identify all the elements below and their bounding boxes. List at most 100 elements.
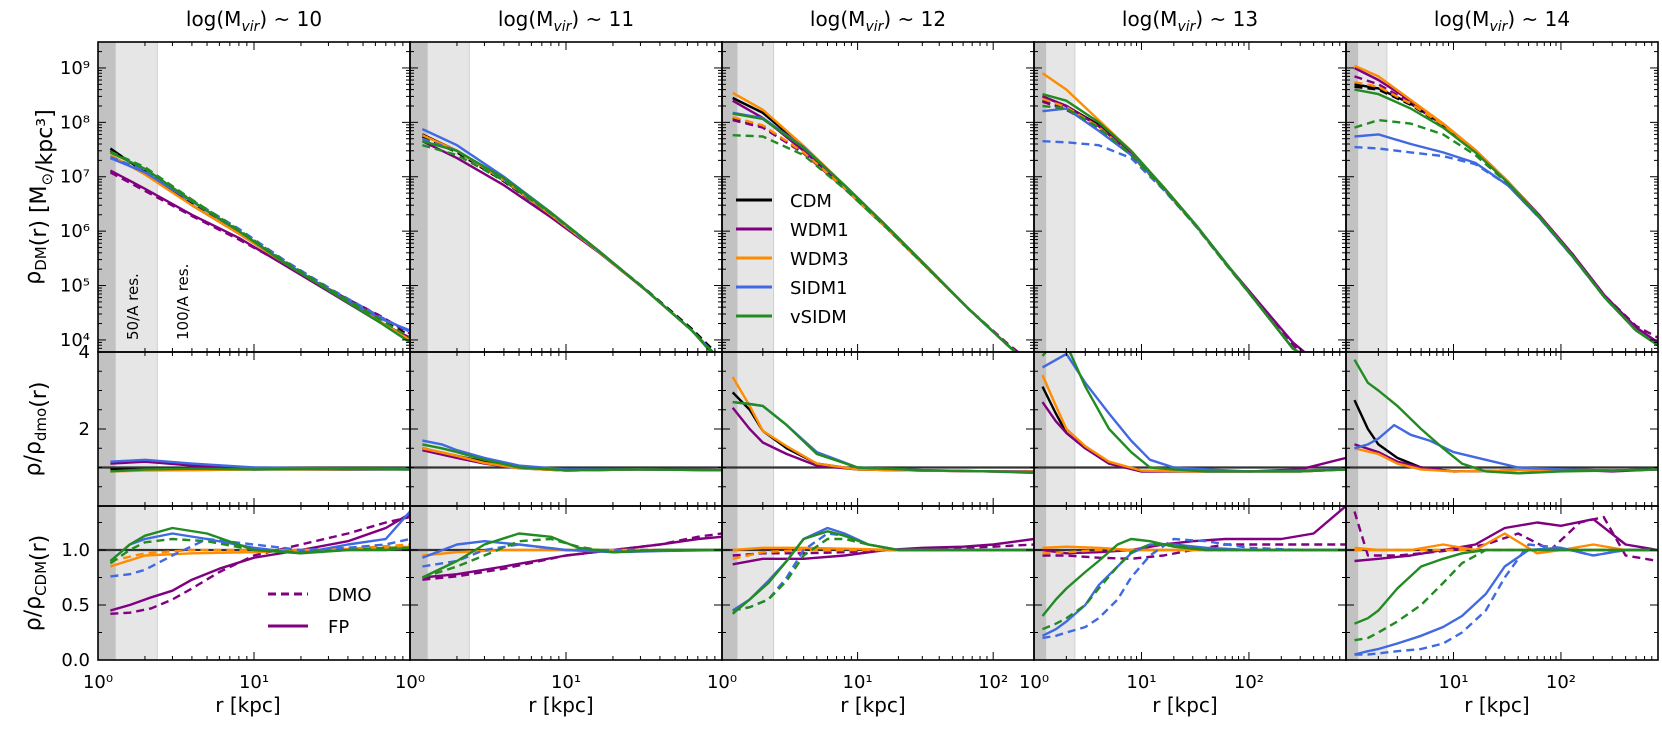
series-line-wdm3-dmo [1042,97,1301,352]
series-line-wdm3-dmo [732,115,1018,352]
series-line-vsidm-dmo [1354,118,1658,347]
x-tick-label: 10¹ [843,672,873,693]
y-axis-label-text: (r) [27,535,52,561]
resolution-label-50: 50/A res. [124,273,142,340]
y-axis-label-text: /kpc³] [33,109,58,173]
series-line-sidm1-fp [109,510,410,562]
resolution-label-100: 100/A res. [174,264,192,340]
series-line-sidm1-fp [1042,107,1301,352]
series-line-vsidm-ratio [110,467,410,473]
y-axis-label: ρ/ρdmo(r) [21,382,52,477]
y-tick-label: 10⁵ [60,276,90,297]
series-line-vsidm-ratio [732,400,1034,475]
x-tick-label: 10² [1234,672,1264,693]
column-title-text: log(M [1122,7,1178,31]
y-tick-label: 10⁷ [60,167,90,188]
x-axis-label: r [kpc] [1464,693,1529,717]
series-line-wdm1-dmo [422,532,722,581]
labels: r [kpc] r [kpc] r [kpc] r [kpc] r [kpc] … [21,7,1576,717]
y-axis-label-sub: DM [32,246,50,271]
y-axis-label-sub: CDM [32,561,50,596]
legend-label-sidm1: SIDM1 [790,278,848,299]
x-axis-label: r [kpc] [1152,693,1217,717]
series-line-vsidm-dmo [732,537,1034,612]
series-line-vsidm-dmo [422,144,715,352]
y-tick-label: 10⁸ [60,112,90,133]
x-axis-label: r [kpc] [528,693,593,717]
y-tick-label: 0.0 [61,650,90,671]
series-line-vsidm-fp [1042,92,1301,352]
series-line-cdm-ratio [731,391,1034,473]
series-line-cdm-dmo [1042,99,1301,352]
panel-frame [1345,505,1659,661]
series-line-vsidm-fp [731,530,1034,615]
y-axis-label: ρ/ρCDM(r) [21,535,52,632]
series-line-vsidm-ratio [1041,352,1346,473]
x-tick-label: 10⁰ [83,672,113,693]
series-line-sidm1-fp [1041,543,1346,637]
column-title-sub: vir [1489,19,1508,35]
y-axis-label-text: ρ [21,271,46,285]
y-tick-label: 1.0 [61,540,90,561]
series-line-vsidm-fp [1354,548,1658,625]
column-title-text: log(M [186,7,242,31]
series-line-sidm1-fp [1354,133,1658,347]
series-line-vsidm-ratio [422,443,722,472]
series-line-sidm1-fp [732,526,1034,612]
series-line-vsidm-dmo [1354,548,1658,642]
series-line-cdm-ratio [1353,399,1658,473]
series-line-wdm1-fp [1354,518,1658,563]
column-title-text: log(M [810,7,866,31]
y-tick-label: 0.5 [61,595,90,616]
series-line-wdm1-dmo [109,171,410,335]
x-tick-label: 10⁰ [1019,672,1049,693]
series-line-wdm1-fp [1353,66,1658,344]
resolution-band-100 [1358,42,1387,660]
series-line-wdm3-ratio [731,376,1034,473]
series-line-vsidm-fp [109,151,410,344]
y-axis-label-text: (r) [M [27,185,52,246]
x-tick-label: 10¹ [551,672,581,693]
y-axis-label-sub: ⊙ [38,173,56,186]
x-tick-label: 10² [1546,672,1576,693]
series-line-sidm1-ratio [732,400,1034,474]
y-tick-label: 4 [79,342,90,363]
y-axis-label-text: ρ/ρ [21,441,46,476]
series-line-vsidm-ratio [1353,359,1658,475]
resolution-bands [98,42,1388,660]
series-line-wdm1-dmo [732,543,1034,557]
column-title-sub: vir [553,19,572,35]
legend-label-wdm1: WDM1 [790,220,849,241]
series-line-sidm1-dmo [110,537,410,578]
series-line-cdm-dmo [732,116,1018,352]
column-title-text: ) ~ 13 [1195,7,1258,31]
series-line-sidm1-dmo [1042,537,1346,640]
axes [97,41,1659,661]
legend-label-vsidm: vSIDM [790,307,847,328]
series-line-cdm-fp [1042,95,1301,352]
series-line-vsidm-dmo [1042,104,1301,352]
x-tick-label: 10¹ [1438,672,1468,693]
column-title: log(Mvir) ~ 13 [1122,7,1258,35]
x-tick-label: 10² [978,672,1008,693]
column-title-text: ) ~ 14 [1507,7,1570,31]
column-title-sub: vir [1177,19,1196,35]
series-line-wdm1-dmo [110,515,410,615]
series-line-vsidm-dmo [109,537,410,565]
column-title: log(Mvir) ~ 11 [498,7,634,35]
series-line-sidm1-fp [1354,546,1658,656]
x-axis-label: r [kpc] [215,693,280,717]
column-title: log(Mvir) ~ 14 [1434,7,1570,35]
series-line-sidm1-dmo [1042,140,1301,352]
legend-label-fp: FP [328,617,349,638]
y-axis-label: ρDM(r) [M⊙/kpc³] [21,109,58,284]
series-line-wdm1-fp [1042,95,1307,352]
x-tick-label: 10¹ [239,672,269,693]
series-line-wdm1-dmo [1042,100,1304,352]
series-line-sidm1-dmo [1354,145,1658,347]
series-line-vsidm-dmo [422,537,722,579]
series-line-vsidm-fp [732,112,1018,352]
column-title-sub: vir [241,19,260,35]
y-tick-label: 10⁹ [60,58,90,79]
